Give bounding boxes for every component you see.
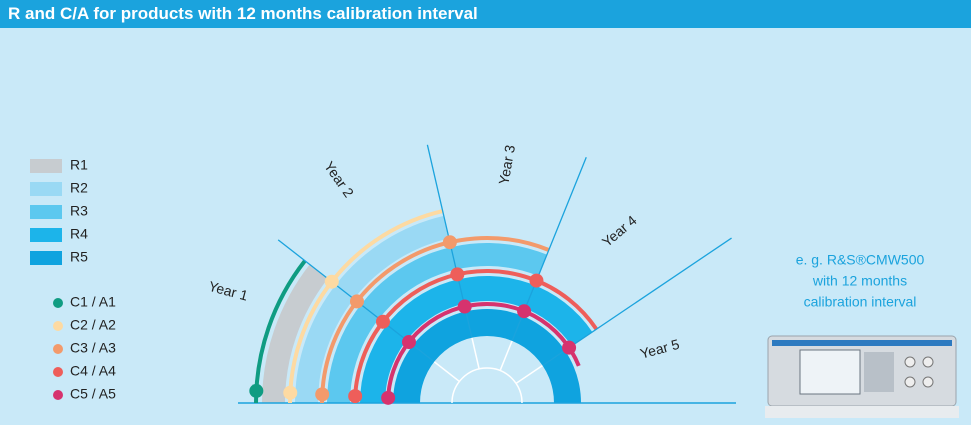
dot [348,389,362,403]
note-line: e. g. R&S®CMW500 [796,252,925,268]
page: R and C/A for products with 12 months ca… [0,0,971,425]
diagram: Year 1 Year 2 Year 3 Year 4 Year 5 R1 R2 R3 R4 R5… [0,0,971,425]
legend-label: C2 / A2 [70,317,116,333]
legend-swatch [30,159,62,173]
note-line: with 12 months [812,273,907,289]
legend-label: R2 [70,180,88,196]
note-line: calibration interval [804,294,917,310]
device-knob [905,377,915,387]
dot [402,335,416,349]
device-body [768,336,956,406]
dot [350,294,364,308]
dot [249,384,263,398]
dot [562,341,576,355]
device-knob [923,357,933,367]
legend-dot [53,367,63,377]
dot [376,315,390,329]
legend-swatch [30,228,62,242]
legend-label: R1 [70,157,88,173]
spoke-inner [434,362,459,382]
legend-label: R4 [70,226,88,242]
dot [450,267,464,281]
device-strip [772,340,952,346]
year-label: Year 3 [495,144,518,186]
year-label: Year 2 [321,158,357,200]
legend-label: C1 / A1 [70,294,116,310]
legend-dot [53,344,63,354]
legend-swatch [30,205,62,219]
device-base [765,406,959,418]
legend-label: R3 [70,203,88,219]
legend-dot [53,298,63,308]
legend-swatch [30,251,62,265]
device-screen [800,350,860,394]
legend-swatch [30,182,62,196]
legend-label: C5 / A5 [70,386,116,402]
dot [283,386,297,400]
dot [458,300,472,314]
year-label: Year 5 [638,336,681,362]
dot [315,387,329,401]
dot [443,235,457,249]
spoke-inner [500,341,512,371]
dot [529,274,543,288]
year-label: Year 1 [207,278,250,304]
legend-label: C4 / A4 [70,363,116,379]
spoke-inner [472,338,479,369]
legend-label: R5 [70,249,88,265]
device-knob [923,377,933,387]
spoke-inner [516,366,543,384]
dot [325,275,339,289]
legend-dot [53,321,63,331]
dot [517,304,531,318]
legend-dot [53,390,63,400]
device-keys [864,352,894,392]
legend-label: C3 / A3 [70,340,116,356]
inner-arc [452,368,522,403]
dot [381,391,395,405]
device [765,336,959,418]
device-knob [905,357,915,367]
year-label: Year 4 [599,212,640,250]
